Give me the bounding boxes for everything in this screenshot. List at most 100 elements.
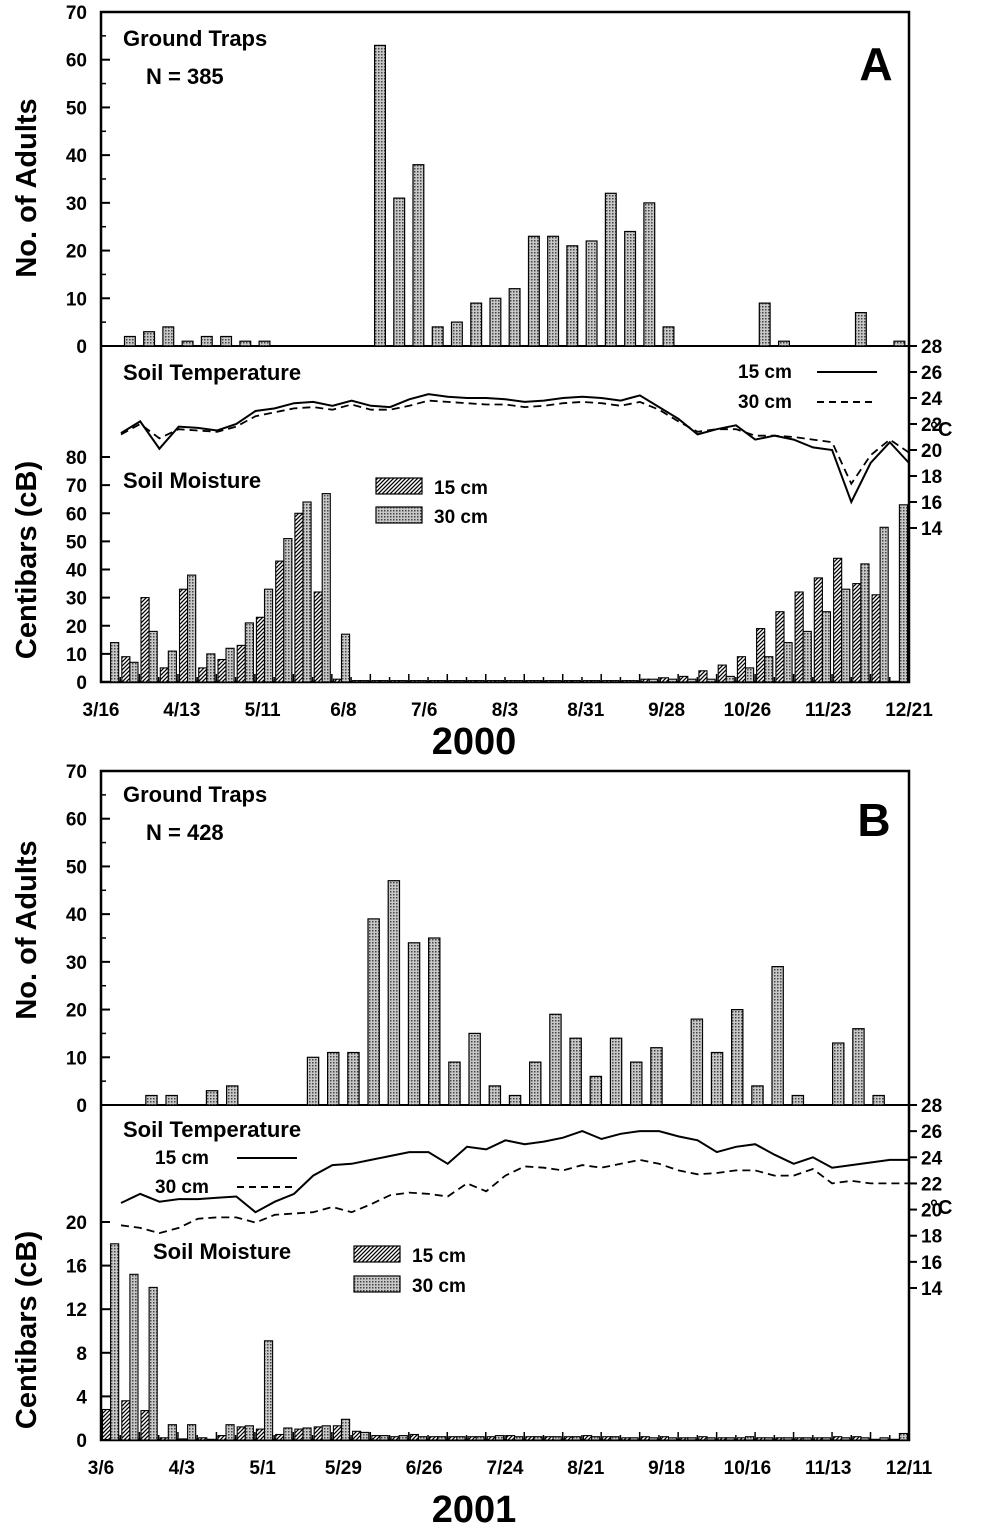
a-moist-bar-30cm-32 bbox=[725, 675, 735, 683]
a-trap-bar-25 bbox=[585, 240, 598, 347]
a-trap-ytick-label-4: 40 bbox=[66, 146, 87, 167]
a-moist-bar-15cm-38 bbox=[833, 557, 843, 683]
b-temp-ytick-label-7: 28 bbox=[921, 1096, 942, 1117]
a-moist-bar-15cm-25 bbox=[582, 680, 593, 683]
b-moist-bar-30cm-12 bbox=[340, 1418, 351, 1441]
a-moist-bar-30cm-5 bbox=[206, 653, 216, 683]
b-moist-bar-15cm-24 bbox=[563, 1436, 573, 1441]
b-moist-bar-30cm-21 bbox=[514, 1436, 524, 1441]
panel-b: 0 10 20 30 40 50 60 70 14 16 18 20 22 24 26 28 0 4 8 12 16 20… bbox=[11, 762, 952, 1530]
a-moist-bar-15cm-37 bbox=[813, 577, 823, 683]
b-xtick-label-3: 5/29 bbox=[325, 1458, 362, 1479]
b-ylabel-adults: No. of Adults bbox=[11, 840, 43, 1019]
a-moist-bar-30cm-25 bbox=[591, 680, 601, 683]
a-moist-bar-15cm-4 bbox=[178, 588, 189, 683]
panel-b-label: B bbox=[857, 794, 890, 846]
a-xtick-label-5: 8/3 bbox=[492, 700, 518, 721]
a-moist-bar-30cm-19 bbox=[475, 680, 485, 683]
b-moist-bar-30cm-10 bbox=[302, 1427, 312, 1441]
a-temp-legend-label-15: 15 cm bbox=[738, 362, 792, 383]
b-trap-bar-22 bbox=[549, 1013, 562, 1106]
a-moist-bar-15cm-28 bbox=[640, 678, 650, 683]
a-moist-bar-30cm-7 bbox=[244, 622, 254, 683]
b-moist-bar-15cm-35 bbox=[775, 1437, 785, 1441]
b-traps-n: N = 428 bbox=[146, 820, 224, 845]
a-moist-bar-15cm-14 bbox=[371, 680, 381, 683]
a-temp-title: Soil Temperature bbox=[123, 360, 301, 385]
a-moist-bar-30cm-15 bbox=[398, 680, 408, 683]
b-trap-bar-37 bbox=[852, 1028, 865, 1106]
b-moist-bar-15cm-14 bbox=[371, 1435, 381, 1441]
a-moist-bar-30cm-35 bbox=[783, 642, 793, 683]
b-moist-ytick-label-0: 0 bbox=[76, 1431, 87, 1452]
a-moist-bar-15cm-19 bbox=[467, 680, 477, 683]
a-moist-bar-30cm-31 bbox=[706, 678, 716, 683]
a-moist-bar-15cm-2 bbox=[140, 597, 150, 683]
a-moist-ytick-label-6: 60 bbox=[66, 504, 87, 525]
a-moist-bar-15cm-9 bbox=[275, 560, 285, 683]
a-trap-bar-22 bbox=[527, 235, 540, 347]
a-moist-bar-30cm-6 bbox=[225, 647, 235, 683]
a-xtick-label-10: 12/21 bbox=[885, 700, 933, 721]
a-trap-ytick-label-7: 70 bbox=[66, 3, 87, 24]
b-moist-bar-15cm-18 bbox=[448, 1436, 458, 1441]
b-moist-bar-15cm-5 bbox=[198, 1437, 208, 1441]
a-xtick-label-4: 7/6 bbox=[411, 700, 437, 721]
a-moist-bar-30cm-10 bbox=[302, 501, 312, 683]
b-moist-bar-15cm-3 bbox=[159, 1437, 169, 1441]
b-xtick-label-9: 11/13 bbox=[805, 1458, 852, 1479]
a-trap-bar-20 bbox=[489, 297, 502, 347]
a-moist-bar-15cm-27 bbox=[621, 680, 631, 683]
b-moist-bar-30cm-36 bbox=[802, 1437, 812, 1441]
b-trap-bar-23 bbox=[569, 1037, 582, 1106]
b-temp-ytick-label-4: 22 bbox=[921, 1174, 942, 1195]
a-xtick-label-0: 3/16 bbox=[83, 700, 120, 721]
a-moist-bar-15cm-18 bbox=[448, 680, 458, 683]
a-moist-bar-15cm-26 bbox=[602, 680, 612, 683]
b-moist-bar-30cm-41 bbox=[898, 1432, 909, 1441]
b-moist-bar-15cm-34 bbox=[756, 1437, 766, 1441]
a-moist-bar-15cm-8 bbox=[255, 616, 266, 683]
b-moist-bar-15cm-27 bbox=[621, 1437, 631, 1441]
b-moist-bar-15cm-39 bbox=[852, 1436, 862, 1441]
a-trap-bar-2 bbox=[143, 331, 156, 347]
a-trap-bar-41 bbox=[893, 340, 906, 347]
b-trap-ytick-label-0: 0 bbox=[76, 1096, 87, 1117]
a-trap-ytick-label-0: 0 bbox=[76, 337, 87, 358]
b-xtick-label-6: 8/21 bbox=[567, 1458, 604, 1479]
b-xtick-label-1: 4/3 bbox=[169, 1458, 195, 1479]
a-moist-bar-30cm-2 bbox=[148, 630, 158, 683]
a-trap-bar-19 bbox=[470, 302, 483, 347]
b-moist-bar-15cm-28 bbox=[640, 1436, 650, 1441]
a-moist-bar-15cm-1 bbox=[121, 656, 131, 683]
a-temp-ytick-label-4: 22 bbox=[921, 415, 942, 436]
b-temp-unit: °C bbox=[930, 1197, 952, 1219]
a-moist-legend-label-15: 15 cm bbox=[434, 478, 488, 499]
b-xtick-label-5: 7/24 bbox=[487, 1458, 524, 1479]
a-moist-bar-15cm-24 bbox=[563, 680, 573, 683]
b-moist-bar-15cm-17 bbox=[429, 1436, 439, 1441]
b-moist-legend-label-15: 15 cm bbox=[412, 1246, 466, 1267]
b-temp-ytick-label-5: 24 bbox=[921, 1148, 943, 1169]
a-moist-bar-30cm-17 bbox=[437, 680, 447, 683]
a-moist-ytick-label-1: 10 bbox=[66, 645, 87, 666]
b-trap-bar-3 bbox=[165, 1094, 178, 1106]
b-moist-bar-30cm-9 bbox=[283, 1427, 293, 1441]
b-moist-bar-15cm-25 bbox=[582, 1435, 593, 1441]
a-moist-bar-15cm-16 bbox=[409, 680, 419, 683]
b-moist-bar-30cm-22 bbox=[533, 1436, 543, 1441]
a-xtick-label-3: 6/8 bbox=[330, 700, 356, 721]
a-trap-bar-39 bbox=[854, 312, 867, 347]
b-temp-ytick-label-2: 18 bbox=[921, 1227, 942, 1248]
b-moist-bar-15cm-29 bbox=[659, 1436, 670, 1441]
a-trap-ytick-label-6: 60 bbox=[66, 51, 87, 72]
b-moist-bar-30cm-16 bbox=[417, 1436, 428, 1441]
b-trap-bar-16 bbox=[428, 937, 441, 1106]
b-trap-bar-5 bbox=[205, 1090, 219, 1106]
b-moist-ytick-label-4: 16 bbox=[66, 1257, 87, 1278]
b-moist-bar-15cm-0 bbox=[101, 1408, 112, 1441]
b-xtick-label-8: 10/16 bbox=[724, 1458, 772, 1479]
a-moist-bar-15cm-35 bbox=[775, 611, 785, 683]
a-trap-bar-28 bbox=[643, 202, 656, 347]
a-xtick-label-9: 11/23 bbox=[805, 700, 852, 721]
